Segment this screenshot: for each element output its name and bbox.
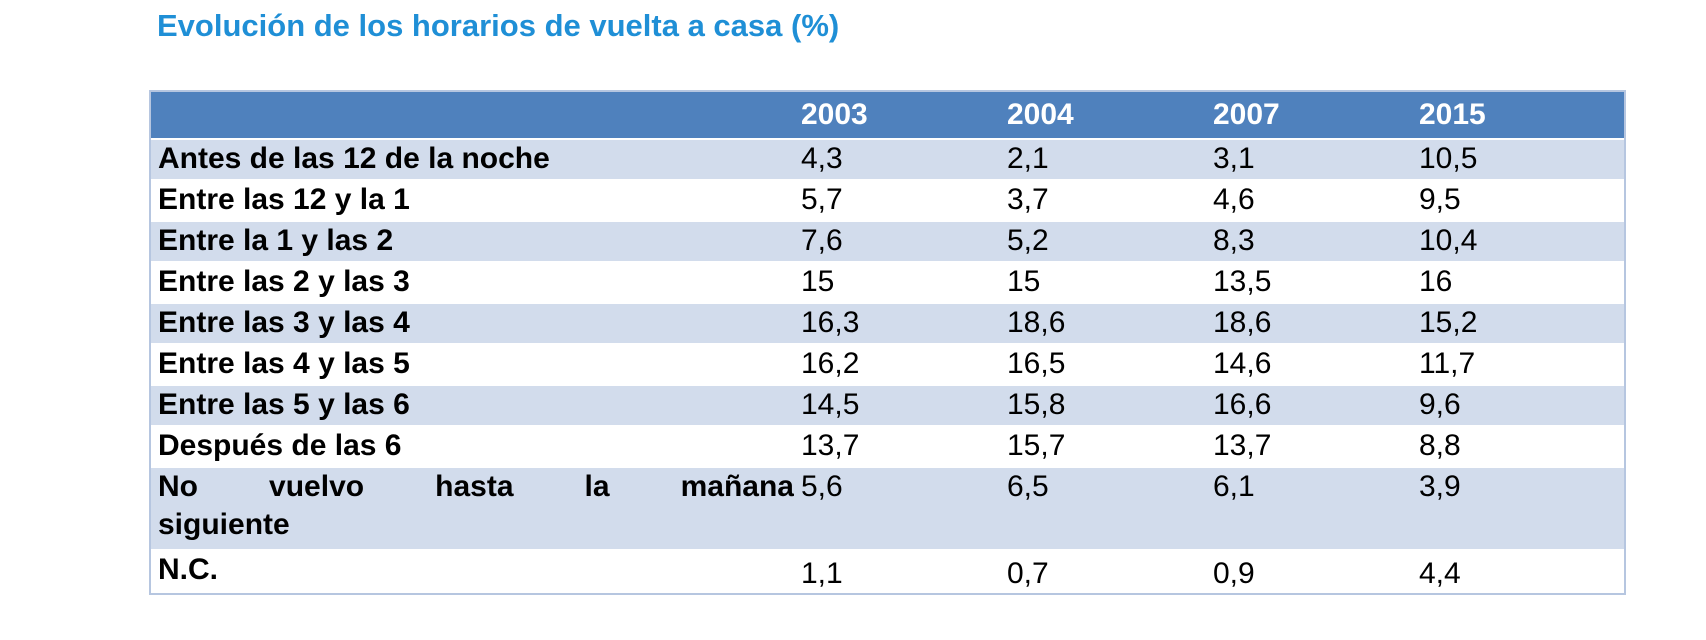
value-cell: 13,7 [1206,426,1412,468]
value-cell: 10,5 [1412,139,1624,181]
value-cell: 13,5 [1206,262,1412,304]
value-cell: 15,7 [1000,426,1206,468]
table-row: Entre las 4 y las 5 16,2 16,5 14,6 11,7 [151,344,1624,386]
value-cell: 9,6 [1412,385,1624,427]
row-label: Después de las 6 [151,426,794,468]
value-cell: 14,5 [794,385,1000,427]
value-cell: 1,1 [801,557,843,590]
value-cell: 4,3 [794,139,1000,181]
table-row: Antes de las 12 de la noche 4,3 2,1 3,1 … [151,139,1624,181]
header-cell-2004: 2004 [1000,92,1206,140]
value-cell: 2,1 [1000,139,1206,181]
value-cell: 18,6 [1000,303,1206,345]
header-cell-2007: 2007 [1206,92,1412,140]
table-row: Entre las 3 y las 4 16,3 18,6 18,6 15,2 [151,303,1624,345]
value-cell: 6,5 [1000,467,1206,551]
row-label: Antes de las 12 de la noche [151,139,794,181]
value-cell: 8,3 [1206,221,1412,263]
value-cell: 15 [794,262,1000,304]
value-cell: 5,2 [1000,221,1206,263]
value-cell: 16,2 [794,344,1000,386]
value-cell: 16,6 [1206,385,1412,427]
value-cell: 15,2 [1412,303,1624,345]
value-cell: 4,4 [1419,557,1461,590]
value-cell: 7,6 [794,221,1000,263]
row-label: Entre las 5 y las 6 [151,385,794,427]
data-table: 2003 2004 2007 2015 Antes de las 12 de l… [151,92,1624,593]
value-cell: 13,7 [794,426,1000,468]
data-table-container: 2003 2004 2007 2015 Antes de las 12 de l… [149,90,1626,595]
value-cell: 16,5 [1000,344,1206,386]
table-row: N.C. 1,1 0,7 0,9 4,4 [151,550,1624,593]
table-row: Entre las 12 y la 1 5,7 3,7 4,6 9,5 [151,180,1624,222]
value-cell: 15 [1000,262,1206,304]
row-label: N.C. [158,553,218,586]
value-cell: 16 [1412,262,1624,304]
row-label: Entre las 2 y las 3 [151,262,794,304]
header-cell-2003: 2003 [794,92,1000,140]
value-cell: 3,1 [1206,139,1412,181]
value-cell: 15,8 [1000,385,1206,427]
row-label-line-2: siguiente [158,508,290,541]
value-cell: 11,7 [1412,344,1624,386]
value-cell: 10,4 [1412,221,1624,263]
value-cell: 9,5 [1412,180,1624,222]
value-cell: 3,7 [1000,180,1206,222]
value-cell: 8,8 [1412,426,1624,468]
value-cell: 18,6 [1206,303,1412,345]
row-label: No vuelvo hasta la mañana siguiente [151,467,794,551]
value-cell: 0,7 [1007,557,1049,590]
table-row: Después de las 6 13,7 15,7 13,7 8,8 [151,426,1624,468]
table-row: Entre la 1 y las 2 7,6 5,2 8,3 10,4 [151,221,1624,263]
row-label: Entre las 12 y la 1 [151,180,794,222]
row-label: Entre la 1 y las 2 [151,221,794,263]
value-cell: 5,6 [794,467,1000,551]
row-label: Entre las 3 y las 4 [151,303,794,345]
row-label: Entre las 4 y las 5 [151,344,794,386]
table-header-row: 2003 2004 2007 2015 [151,92,1624,140]
value-cell: 6,1 [1206,467,1412,551]
table-row: Entre las 5 y las 6 14,5 15,8 16,6 9,6 [151,385,1624,427]
header-cell-2015: 2015 [1412,92,1624,140]
table-row: Entre las 2 y las 3 15 15 13,5 16 [151,262,1624,304]
page-title: Evolución de los horarios de vuelta a ca… [157,8,840,43]
value-cell: 16,3 [794,303,1000,345]
table-row: No vuelvo hasta la mañana siguiente 5,6 … [151,467,1624,551]
value-cell: 5,7 [794,180,1000,222]
row-label-line-1: No vuelvo hasta la mañana [158,470,794,503]
value-cell: 0,9 [1213,557,1255,590]
value-cell: 4,6 [1206,180,1412,222]
value-cell: 3,9 [1412,467,1624,551]
header-cell-label [151,92,794,140]
value-cell: 14,6 [1206,344,1412,386]
